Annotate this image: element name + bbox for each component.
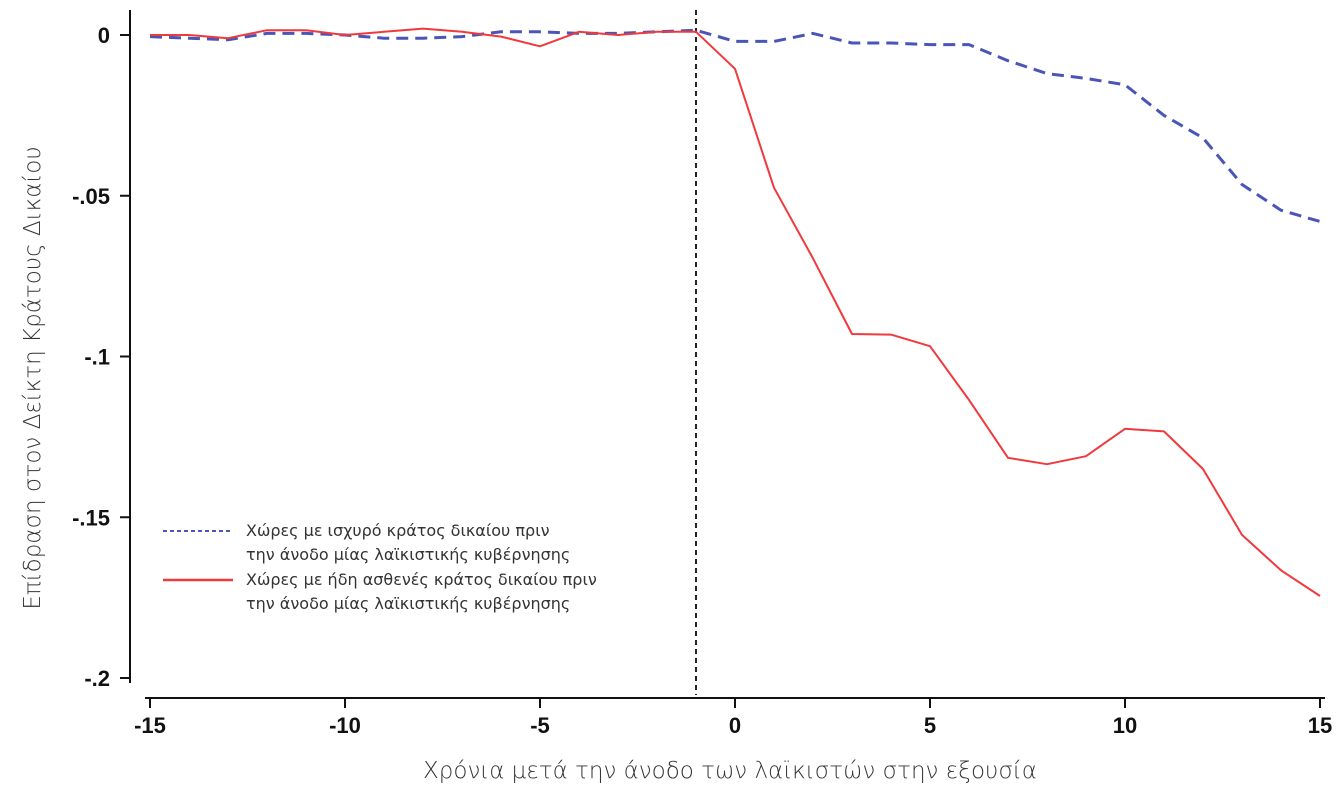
legend-entry-strong: Χώρες με ισχυρό κράτος δικαίου πριν την ά… <box>163 521 570 564</box>
x-tick-label: 0 <box>729 713 741 738</box>
x-tick-label: -15 <box>134 713 166 738</box>
legend-label: Χώρες με ήδη ασθενές κράτος δικαίου πριν <box>246 570 597 589</box>
x-tick-label: -5 <box>530 713 550 738</box>
x-axis-title: Χρόνια μετά την άνοδο των λαϊκιστών στην… <box>423 758 1037 784</box>
series-layer <box>149 27 1321 597</box>
y-tick-label: -.15 <box>72 505 110 530</box>
x-axis-ticks: -15 -10 -5 0 5 10 15 <box>134 698 1332 738</box>
legend-label: την άνοδο μίας λαϊκιστικής κυβέρνησης <box>246 545 570 564</box>
legend-entry-weak: Χώρες με ήδη ασθενές κράτος δικαίου πριν… <box>163 570 597 613</box>
y-tick-label: -.05 <box>72 184 110 209</box>
series-line-weak-rule-of-law <box>150 27 1321 597</box>
x-tick-label: 15 <box>1308 713 1332 738</box>
y-axis-ticks: 0 -.05 -.1 -.15 -.2 <box>72 23 130 691</box>
y-tick-label: -.2 <box>84 666 110 691</box>
legend-label: Χώρες με ισχυρό κράτος δικαίου πριν <box>246 521 550 540</box>
y-tick-label: 0 <box>98 23 110 48</box>
y-axis-title: Επίδραση στον Δείκτη Κράτους Δικαίου <box>20 146 46 609</box>
y-tick-label: -.1 <box>84 345 110 370</box>
legend-label: την άνοδο μίας λαϊκιστικής κυβέρνησης <box>246 594 570 613</box>
series-line-strong-rule-of-law <box>149 28 1321 223</box>
x-tick-label: 10 <box>1113 713 1137 738</box>
x-tick-label: 5 <box>924 713 936 738</box>
x-tick-label: -10 <box>329 713 361 738</box>
legend: Χώρες με ισχυρό κράτος δικαίου πριν την ά… <box>163 521 597 613</box>
